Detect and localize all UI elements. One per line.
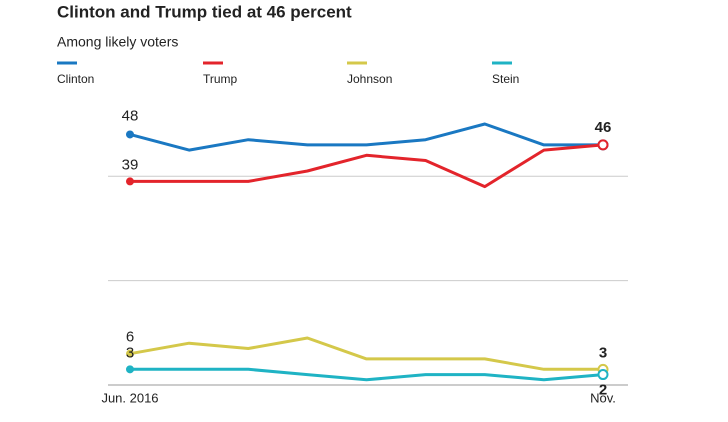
start-point (126, 349, 134, 358)
series-line (130, 367, 604, 382)
data-label: 6 (126, 329, 134, 346)
data-label: 48 (122, 107, 139, 124)
data-label: 2 (599, 382, 607, 399)
series-line (129, 122, 603, 152)
x-tick-label: Jun. 2016 (101, 390, 158, 405)
x-tick-label: Nov. (590, 390, 616, 405)
data-label: 46 (595, 119, 612, 136)
legend-label: Clinton (57, 72, 94, 86)
legend-label: Johnson (347, 72, 392, 86)
end-point (597, 369, 609, 381)
data-label: 3 (126, 344, 134, 361)
legend-label: Trump (203, 72, 238, 86)
chart-subtitle: Among likely voters (57, 34, 178, 50)
legend-label: Stein (492, 72, 519, 86)
start-point (126, 177, 134, 186)
start-point (126, 365, 134, 374)
start-point (126, 130, 134, 139)
data-label: 39 (122, 156, 139, 173)
end-point (597, 139, 609, 151)
chart-title: Clinton and Trump tied at 46 percent (57, 2, 352, 21)
series-line (130, 143, 604, 189)
data-label: 3 (599, 344, 607, 361)
series-line (129, 336, 603, 371)
